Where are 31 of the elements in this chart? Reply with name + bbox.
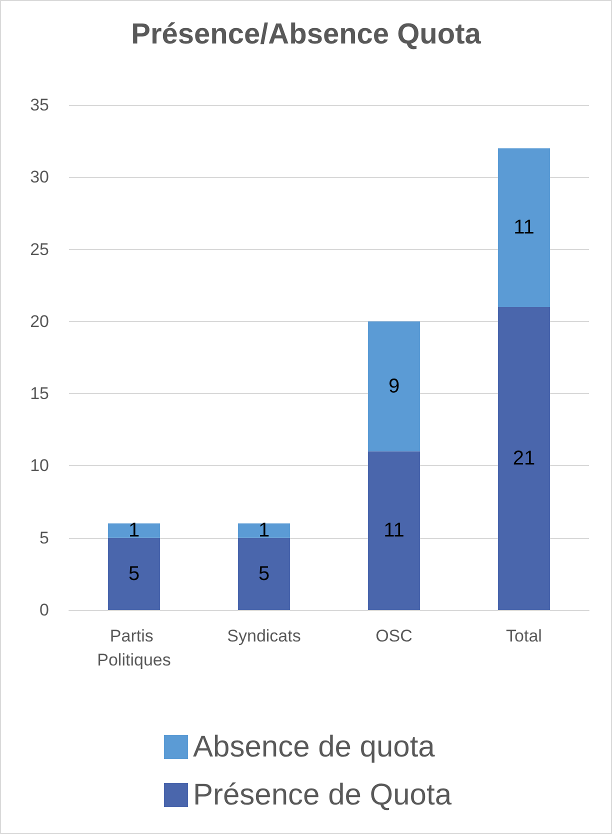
y-tick-label: 20 [30,312,49,331]
legend-label: Absence de quota [193,730,436,764]
x-tick-label: Syndicats [227,626,301,646]
bar [368,451,420,610]
y-tick-label: 30 [30,168,49,187]
y-tick-label: 35 [30,96,49,114]
bar [498,148,550,307]
data-label: 9 [388,375,400,398]
x-tick-label: Total [506,626,542,646]
bar [238,538,290,610]
data-label: 11 [514,216,534,239]
bar [238,523,290,538]
data-label: 5 [128,562,140,585]
x-tick-label: Partis Politiques [97,626,171,670]
y-tick-label: 0 [40,600,49,620]
bar [368,321,420,452]
x-tick-label: OSC [376,626,412,646]
data-label: 1 [258,520,270,542]
y-tick-label: 10 [30,456,49,476]
y-tick-label: 5 [40,528,49,548]
bar [108,538,160,610]
bar [108,523,160,538]
bar [498,307,550,610]
data-label: 1 [128,520,140,542]
y-tick-label: 15 [30,384,49,404]
data-label: 21 [512,448,536,470]
y-tick-label: 25 [30,240,49,259]
chart-title: Présence/Absence Quota [131,18,482,50]
data-label: 11 [384,520,404,542]
data-label: 5 [258,562,270,585]
legend-label: Présence de Quota [193,778,452,812]
